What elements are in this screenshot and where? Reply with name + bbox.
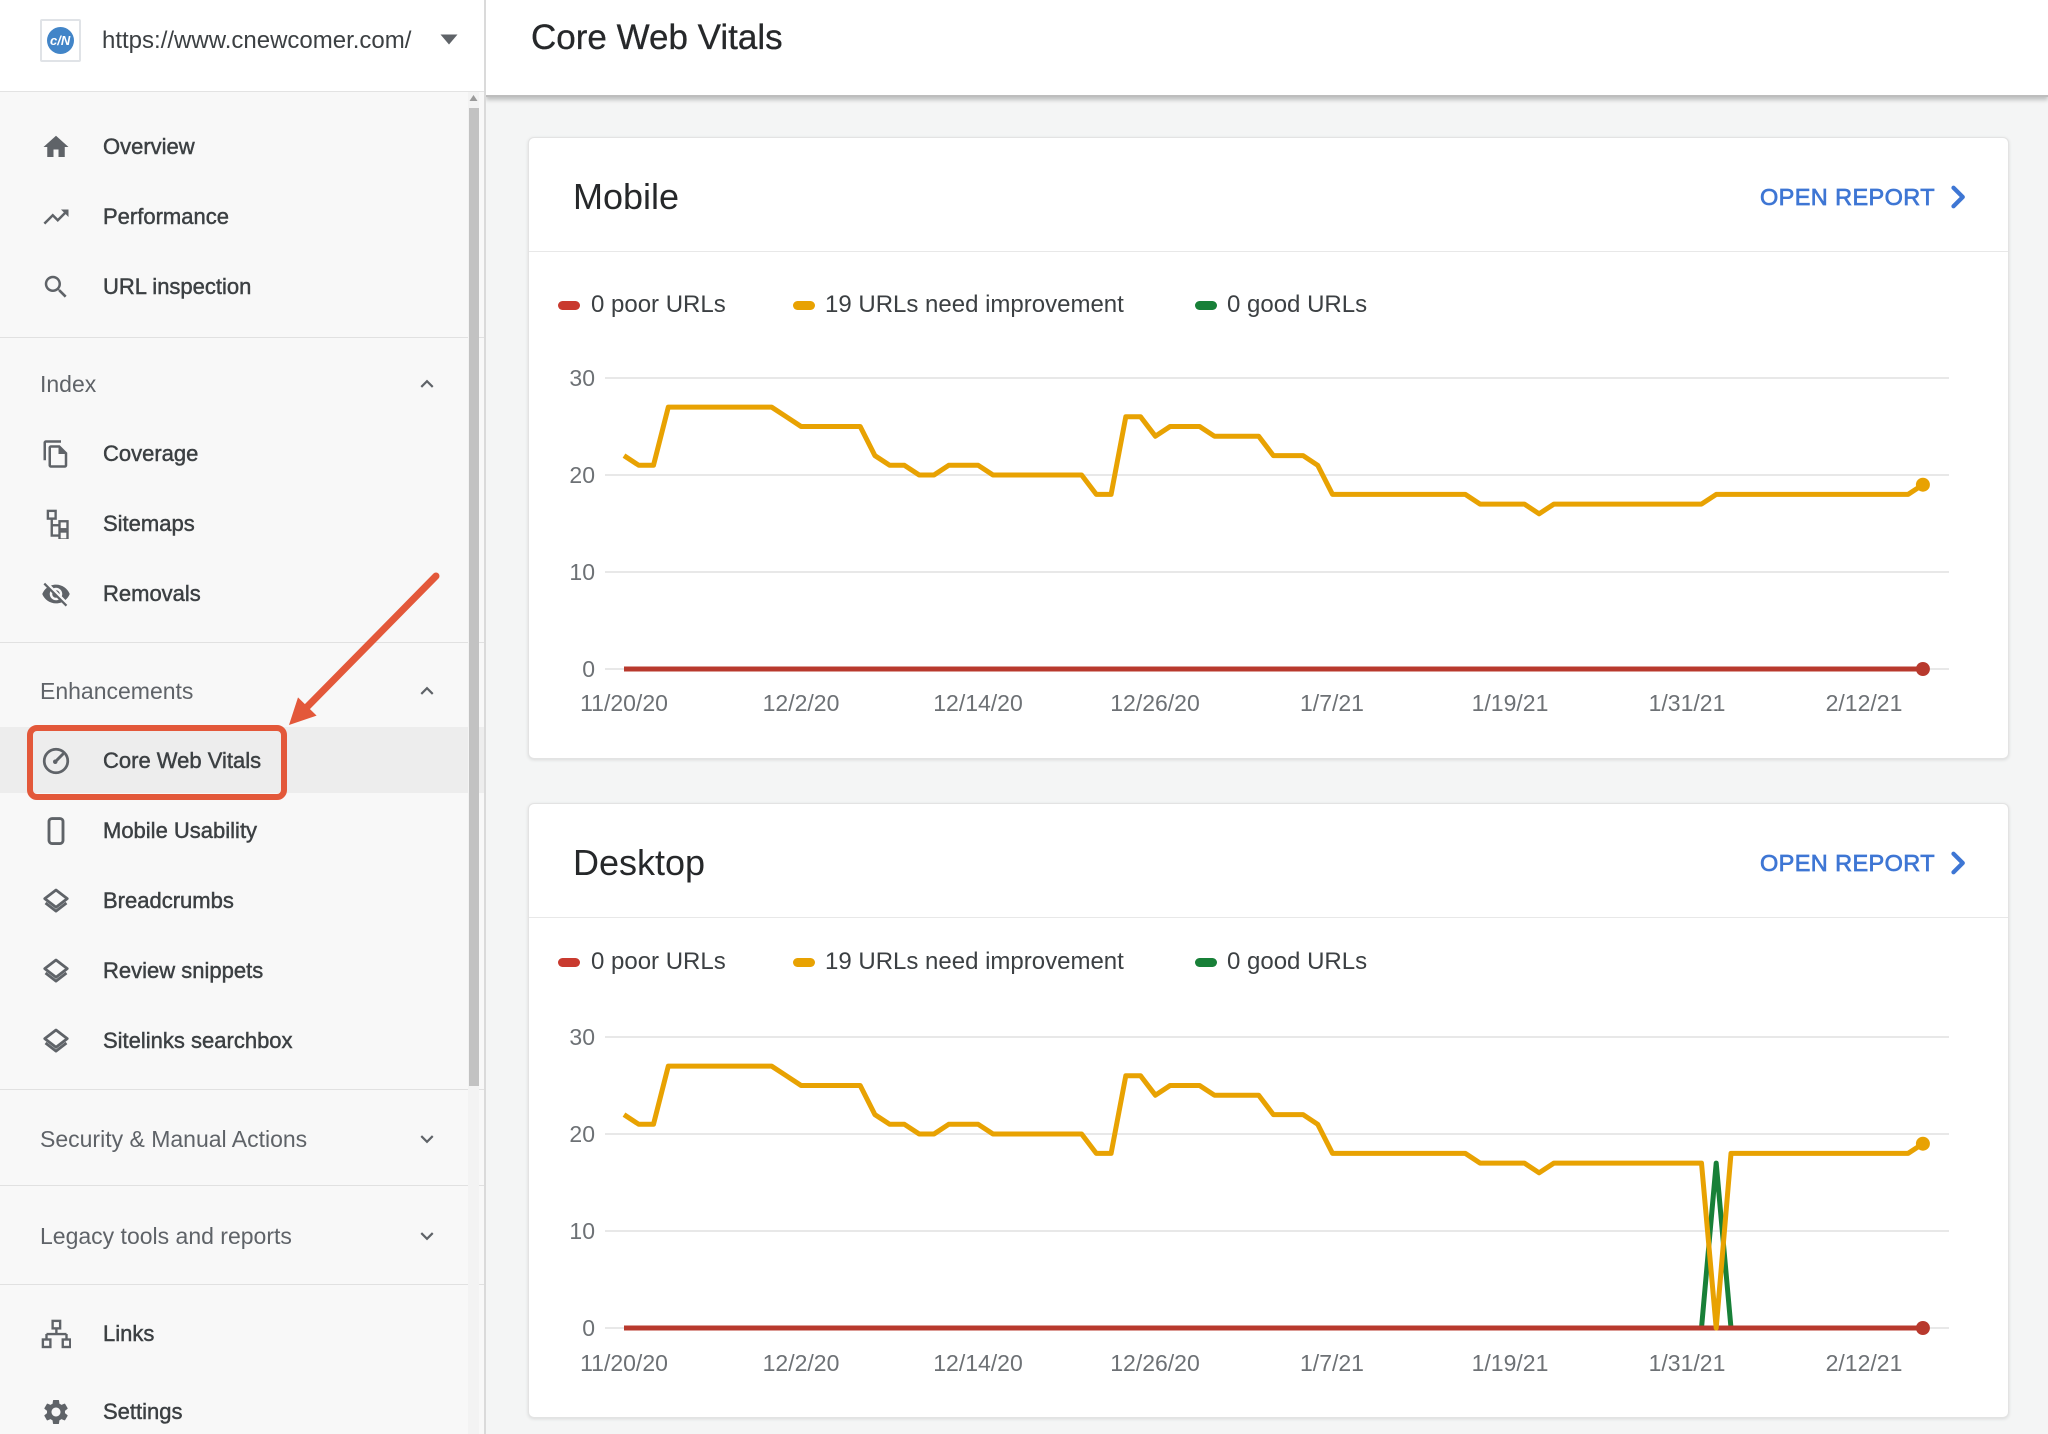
svg-text:30: 30 [569,365,595,391]
svg-text:1/7/21: 1/7/21 [1300,1350,1364,1376]
svg-text:1/19/21: 1/19/21 [1472,1350,1549,1376]
svg-text:0: 0 [582,656,595,682]
svg-text:2/12/21: 2/12/21 [1826,690,1903,716]
svg-text:1/7/21: 1/7/21 [1300,690,1364,716]
svg-text:12/2/20: 12/2/20 [763,1350,840,1376]
svg-text:2/12/21: 2/12/21 [1826,1350,1903,1376]
svg-text:12/14/20: 12/14/20 [933,690,1023,716]
svg-text:1/31/21: 1/31/21 [1649,1350,1726,1376]
svg-text:20: 20 [569,462,595,488]
svg-text:20: 20 [569,1121,595,1147]
svg-text:1/19/21: 1/19/21 [1472,690,1549,716]
svg-text:12/26/20: 12/26/20 [1110,690,1200,716]
svg-text:11/20/20: 11/20/20 [580,1350,668,1376]
svg-text:11/20/20: 11/20/20 [580,690,668,716]
svg-text:12/26/20: 12/26/20 [1110,1350,1200,1376]
svg-text:12/14/20: 12/14/20 [933,1350,1023,1376]
svg-text:10: 10 [569,559,595,585]
svg-text:10: 10 [569,1218,595,1244]
svg-text:12/2/20: 12/2/20 [763,690,840,716]
svg-text:30: 30 [569,1024,595,1050]
svg-text:1/31/21: 1/31/21 [1649,690,1726,716]
svg-text:0: 0 [582,1315,595,1341]
